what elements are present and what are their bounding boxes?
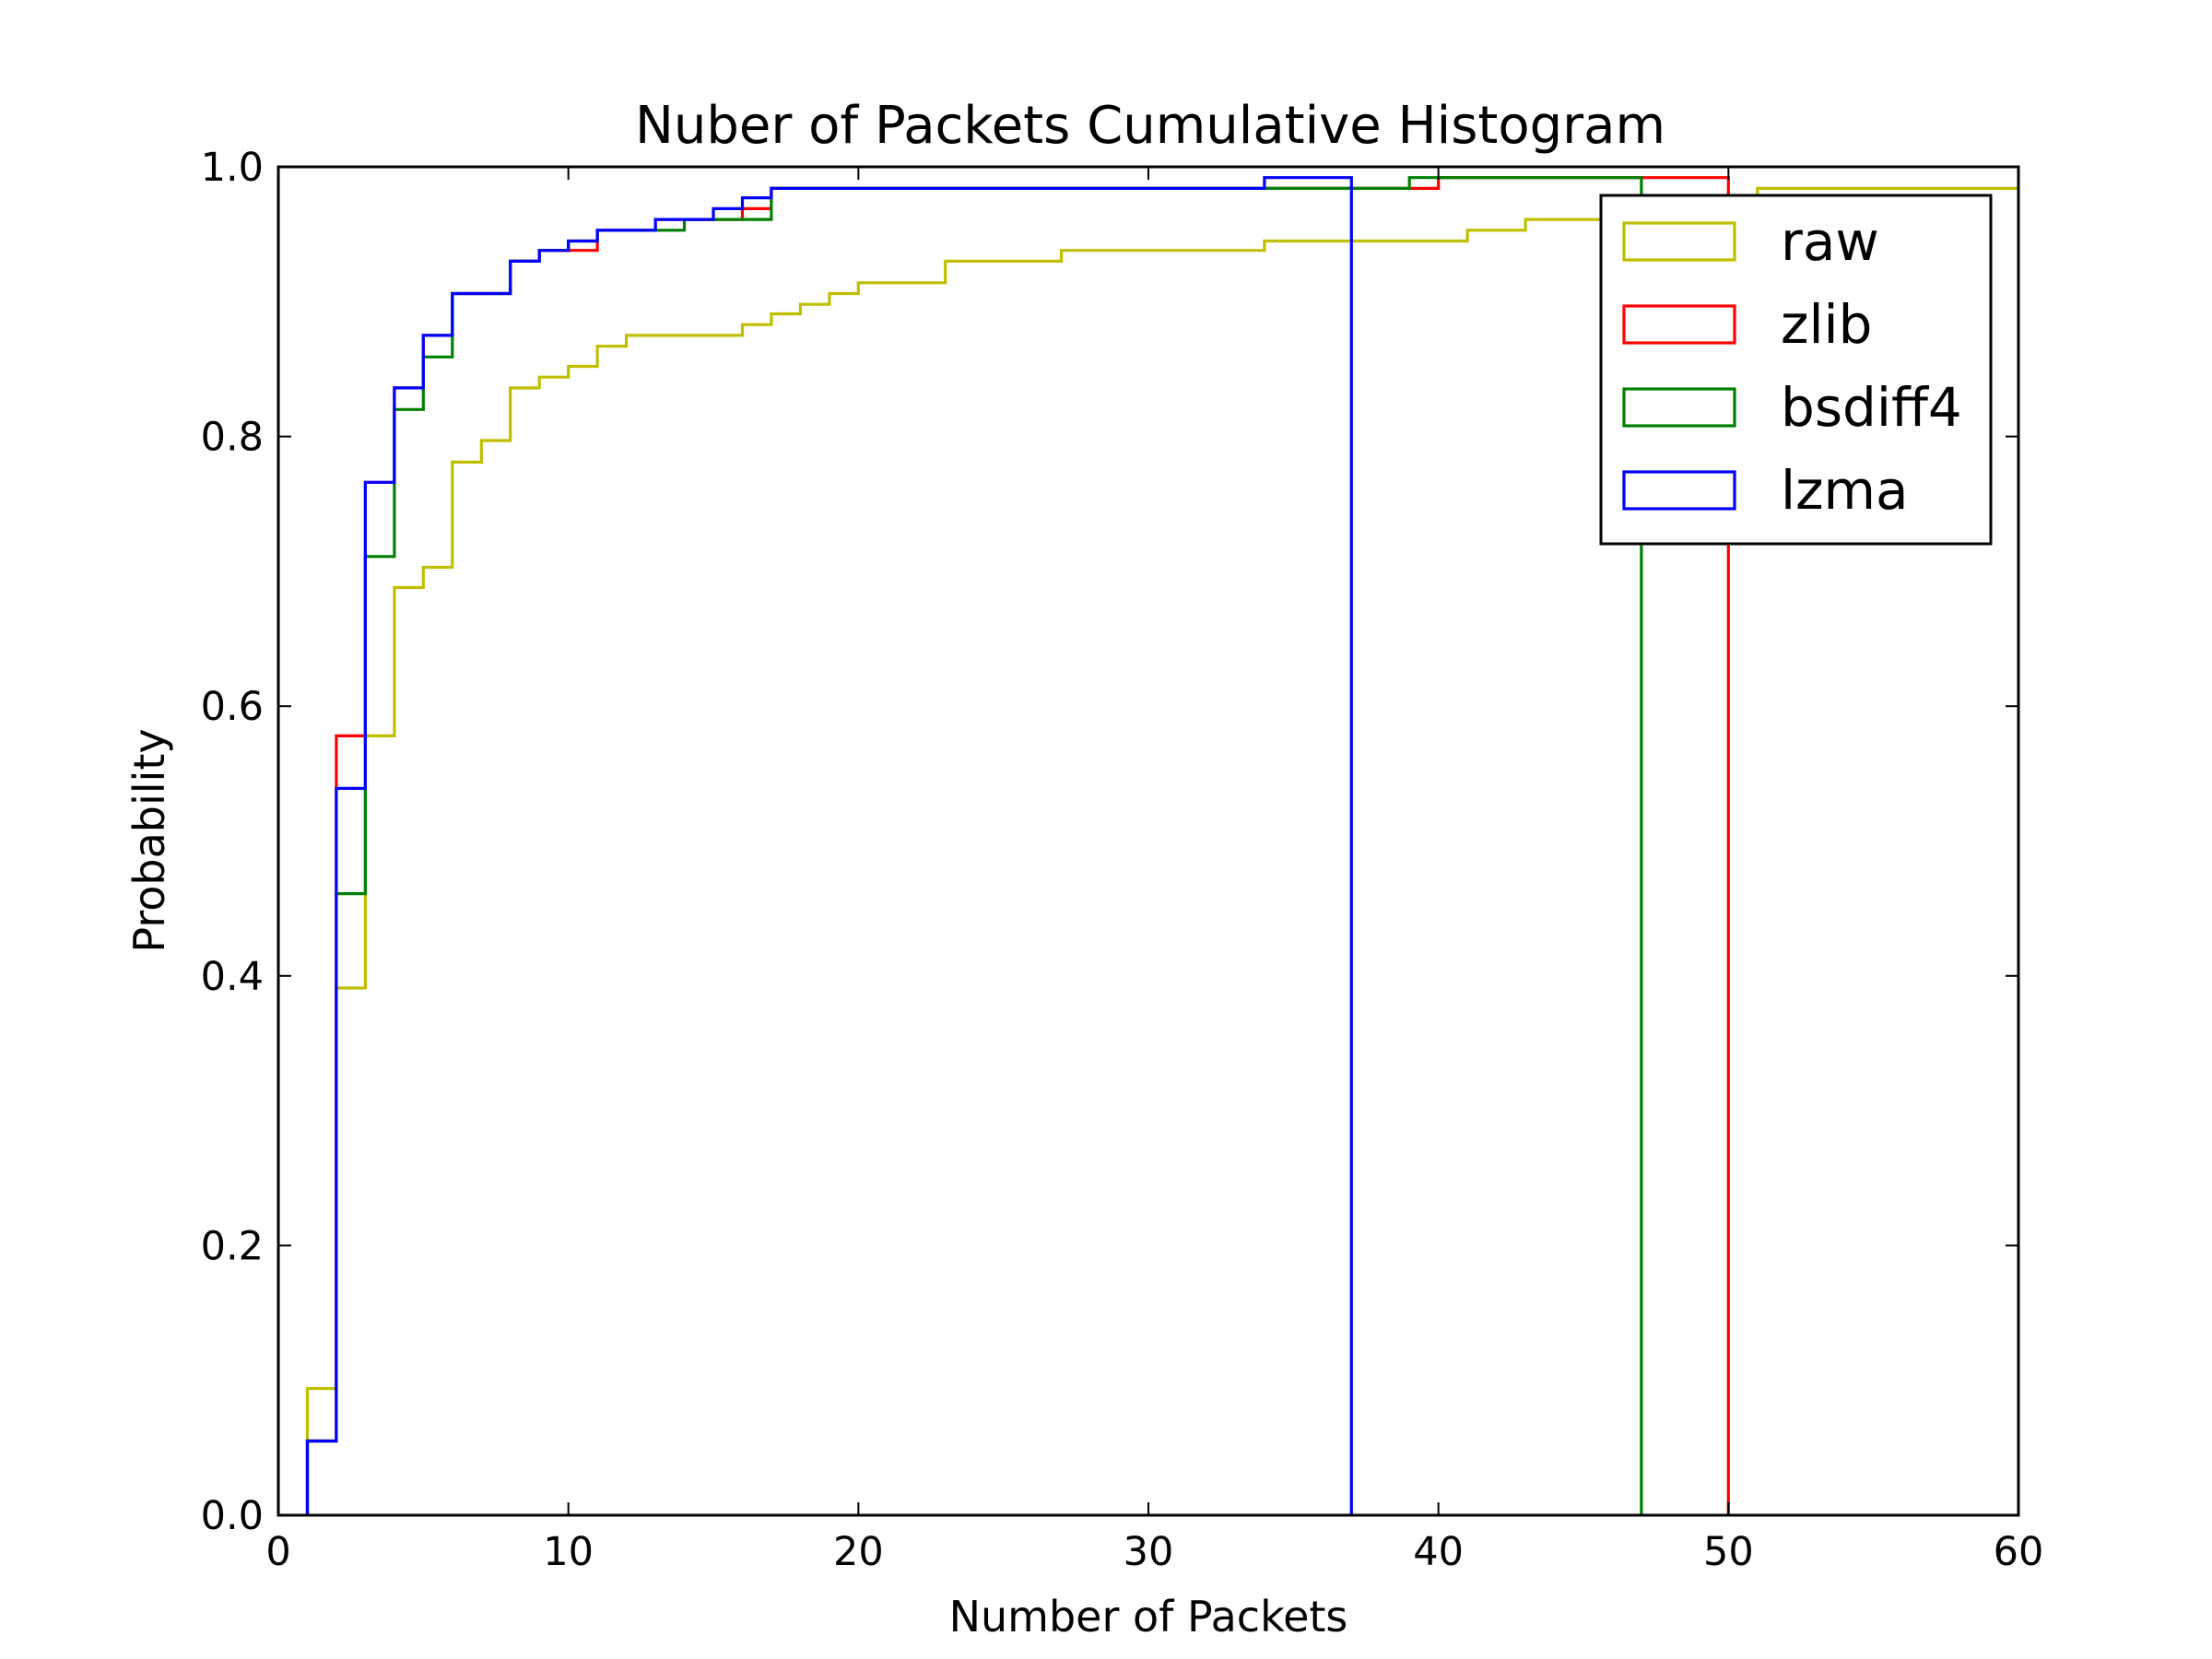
y-tick-label: 1.0 xyxy=(201,145,264,191)
legend-swatch-bsdiff4 xyxy=(1622,387,1736,428)
legend-label-lzma: lzma xyxy=(1781,459,1909,522)
legend-label-bsdiff4: bsdiff4 xyxy=(1781,376,1962,439)
x-tick-label: 20 xyxy=(833,1529,884,1575)
y-tick-label: 0.4 xyxy=(201,954,264,1000)
legend-swatch-lzma xyxy=(1622,470,1736,511)
legend-box xyxy=(1599,194,1993,546)
x-tick-label: 10 xyxy=(543,1529,594,1575)
x-tick-label: 0 xyxy=(265,1529,290,1575)
x-tick-label: 30 xyxy=(1124,1529,1174,1575)
series-line-raw xyxy=(305,186,2018,1515)
y-tick-label: 0.2 xyxy=(201,1223,264,1269)
y-tick-label: 0.0 xyxy=(201,1493,264,1539)
legend: raw zlib bsdiff4 lzma xyxy=(1599,194,1993,546)
y-tick-label: 0.8 xyxy=(201,415,264,461)
series-layer xyxy=(305,176,2018,1515)
series-line-lzma xyxy=(305,176,1353,1515)
x-tick-label: 40 xyxy=(1413,1529,1464,1575)
y-tick-label: 0.6 xyxy=(201,684,264,730)
legend-swatch-zlib xyxy=(1622,304,1736,345)
x-tick-label: 50 xyxy=(1703,1529,1754,1575)
chart-title: Nuber of Packets Cumulative Histogram xyxy=(635,96,1665,156)
legend-label-raw: raw xyxy=(1781,210,1879,273)
legend-label-zlib: zlib xyxy=(1781,293,1873,356)
y-axis-label: Probability xyxy=(124,728,174,952)
legend-swatch-raw xyxy=(1622,221,1736,262)
x-tick-label: 60 xyxy=(1994,1529,2044,1575)
x-axis-label: Number of Packets xyxy=(949,1592,1348,1641)
ticks-layer: 0 10 20 30 40 50 60 0.0 0.2 0.4 0.6 0.8 1.0 xyxy=(201,145,2044,1575)
